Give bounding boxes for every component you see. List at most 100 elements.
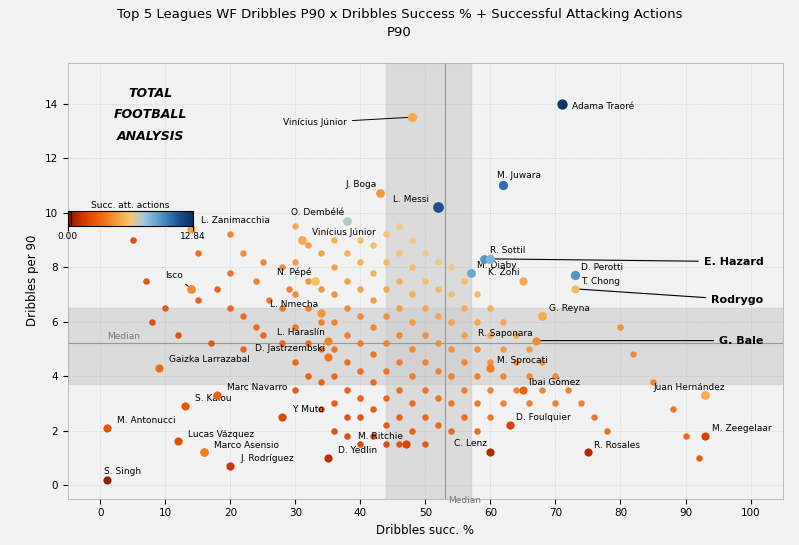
Text: R. Sottil: R. Sottil bbox=[491, 246, 526, 255]
Bar bbox=[68, 308, 783, 384]
Point bbox=[510, 331, 523, 340]
Text: Y. Muto: Y. Muto bbox=[292, 405, 324, 414]
Point bbox=[484, 304, 497, 312]
Text: Marc Navarro: Marc Navarro bbox=[227, 383, 288, 392]
Point bbox=[497, 181, 510, 190]
Point bbox=[471, 399, 484, 408]
Text: R. Saponara: R. Saponara bbox=[478, 329, 533, 338]
Point bbox=[679, 432, 692, 440]
Point bbox=[328, 317, 341, 326]
Point bbox=[445, 344, 458, 353]
Point bbox=[484, 364, 497, 372]
Point bbox=[530, 336, 543, 345]
Point bbox=[341, 276, 354, 285]
Text: Isco: Isco bbox=[165, 271, 189, 287]
Point bbox=[328, 344, 341, 353]
Point bbox=[101, 475, 113, 484]
Point bbox=[510, 358, 523, 367]
Point bbox=[354, 312, 367, 320]
Text: Top 5 Leagues WF Dribbles P90 x Dribbles Success % + Successful Attacking Action: Top 5 Leagues WF Dribbles P90 x Dribbles… bbox=[117, 8, 682, 21]
Point bbox=[419, 440, 432, 449]
Point bbox=[354, 393, 367, 402]
Point bbox=[315, 404, 328, 413]
Text: M. Diaby: M. Diaby bbox=[478, 261, 517, 270]
Point bbox=[341, 304, 354, 312]
Point bbox=[140, 276, 153, 285]
Point bbox=[341, 216, 354, 225]
Bar bbox=[387, 63, 471, 499]
Point bbox=[367, 241, 380, 250]
Point bbox=[458, 358, 471, 367]
Point bbox=[276, 339, 289, 348]
Point bbox=[178, 402, 191, 410]
Text: FOOTBALL: FOOTBALL bbox=[113, 108, 187, 122]
Point bbox=[698, 391, 711, 399]
Point bbox=[698, 432, 711, 440]
Point bbox=[315, 377, 328, 386]
Point bbox=[367, 295, 380, 304]
Point bbox=[464, 268, 477, 277]
Point bbox=[555, 99, 568, 108]
Point bbox=[523, 372, 536, 380]
Text: Vinícius Júnior: Vinícius Júnior bbox=[312, 228, 376, 237]
Text: L. Zanimacchia: L. Zanimacchia bbox=[201, 216, 270, 225]
Point bbox=[432, 393, 445, 402]
Point bbox=[328, 235, 341, 244]
Point bbox=[432, 284, 445, 293]
Point bbox=[562, 385, 575, 394]
Point bbox=[380, 312, 393, 320]
Point bbox=[192, 295, 205, 304]
Point bbox=[380, 257, 393, 266]
Point bbox=[471, 290, 484, 299]
Point bbox=[400, 440, 412, 449]
Point bbox=[354, 257, 367, 266]
Point bbox=[419, 276, 432, 285]
Point bbox=[289, 358, 302, 367]
Point bbox=[393, 276, 406, 285]
Text: M. Zeegelaar: M. Zeegelaar bbox=[712, 424, 771, 433]
Point bbox=[250, 323, 263, 331]
Point bbox=[484, 255, 497, 263]
Point bbox=[341, 331, 354, 340]
Point bbox=[484, 358, 497, 367]
Point bbox=[445, 426, 458, 435]
Point bbox=[478, 255, 491, 263]
Point bbox=[328, 399, 341, 408]
Point bbox=[263, 295, 276, 304]
Point bbox=[302, 339, 315, 348]
Point bbox=[445, 263, 458, 271]
Point bbox=[367, 404, 380, 413]
Point bbox=[101, 423, 113, 432]
Point bbox=[406, 372, 419, 380]
Point bbox=[296, 235, 308, 244]
Point bbox=[569, 284, 582, 293]
Point bbox=[354, 339, 367, 348]
Text: E. Hazard: E. Hazard bbox=[493, 257, 764, 267]
Point bbox=[315, 284, 328, 293]
Text: D. Yedlin: D. Yedlin bbox=[338, 446, 377, 455]
Point bbox=[458, 276, 471, 285]
Point bbox=[614, 323, 627, 331]
Point bbox=[315, 317, 328, 326]
Point bbox=[497, 344, 510, 353]
Point bbox=[582, 448, 594, 457]
Point bbox=[185, 284, 198, 293]
Text: M. Sprocati: M. Sprocati bbox=[497, 356, 548, 365]
Point bbox=[256, 331, 269, 340]
Text: Adama Traoré: Adama Traoré bbox=[572, 102, 634, 111]
Point bbox=[406, 399, 419, 408]
Point bbox=[484, 413, 497, 421]
Text: S. Kalou: S. Kalou bbox=[195, 394, 231, 403]
Point bbox=[536, 385, 549, 394]
Point bbox=[419, 385, 432, 394]
Text: D. Jastrzembski: D. Jastrzembski bbox=[255, 344, 324, 353]
Point bbox=[445, 372, 458, 380]
Text: R. Rosales: R. Rosales bbox=[594, 440, 641, 450]
Point bbox=[315, 344, 328, 353]
Point bbox=[367, 432, 380, 440]
Point bbox=[419, 249, 432, 258]
Point bbox=[185, 225, 198, 233]
Point bbox=[393, 413, 406, 421]
Point bbox=[289, 385, 302, 394]
Point bbox=[159, 304, 172, 312]
